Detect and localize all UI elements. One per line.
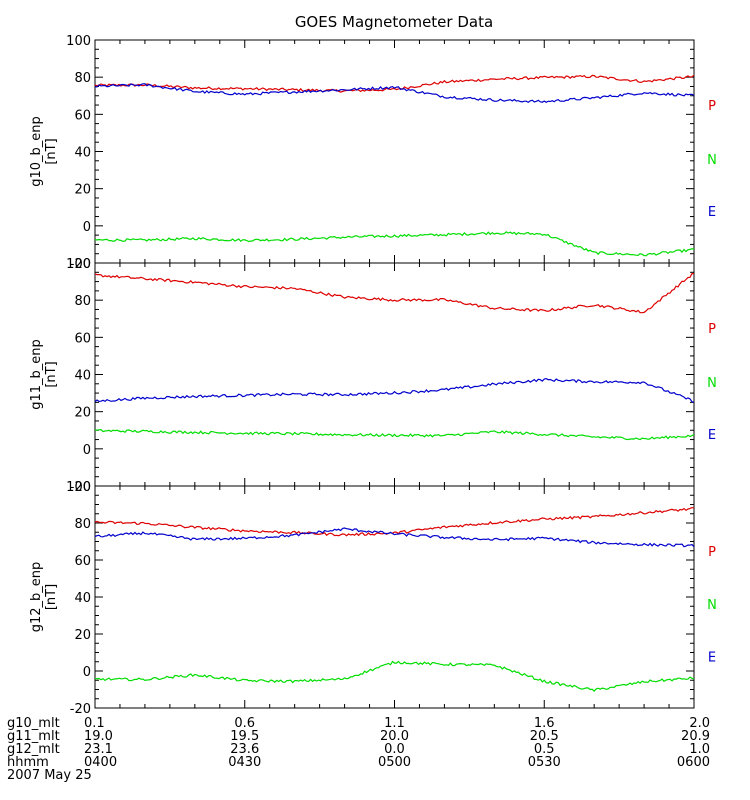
legend-E: E bbox=[708, 650, 716, 665]
y-tick-label: 0 bbox=[83, 443, 91, 458]
x-tick-label: 23.1 bbox=[84, 742, 113, 757]
y-tick-label: 40 bbox=[74, 146, 91, 161]
x-tick-label: 20.0 bbox=[380, 729, 409, 744]
x-tick-label: 0500 bbox=[378, 755, 411, 770]
series-line-P bbox=[94, 506, 695, 537]
y-tick-label: 100 bbox=[66, 480, 91, 495]
x-tick-label: 1.6 bbox=[534, 716, 555, 731]
y-axis-unit: [nT] bbox=[44, 584, 59, 610]
x-tick-label: 1.1 bbox=[384, 716, 405, 731]
y-tick-label: 80 bbox=[74, 71, 91, 86]
y-tick-label: 40 bbox=[74, 591, 91, 606]
y-tick-label: 0 bbox=[83, 665, 91, 680]
y-tick-label: 60 bbox=[74, 554, 91, 569]
x-tick-label: 0.5 bbox=[534, 742, 555, 757]
x-row-label: g11_mlt bbox=[7, 729, 60, 744]
series-line-N bbox=[94, 231, 695, 257]
x-tick-label: 0.1 bbox=[84, 716, 105, 731]
y-tick-label: 60 bbox=[74, 331, 91, 346]
x-tick-label: 2.0 bbox=[689, 716, 710, 731]
y-tick-label: 20 bbox=[74, 628, 91, 643]
x-tick-label: 0.0 bbox=[384, 742, 405, 757]
y-axis-label: g11_b_enp bbox=[29, 339, 44, 410]
y-tick-label: -20 bbox=[70, 257, 91, 272]
x-tick-label: 1.0 bbox=[689, 742, 710, 757]
series-line-E bbox=[94, 83, 695, 104]
y-tick-label: 20 bbox=[74, 183, 91, 198]
y-tick-label: 0 bbox=[83, 220, 91, 235]
x-tick-label: 0530 bbox=[528, 755, 561, 770]
x-tick-label: 23.6 bbox=[230, 742, 259, 757]
legend-N: N bbox=[707, 376, 717, 391]
y-tick-label: 80 bbox=[74, 294, 91, 309]
panel-3: -20 0 20 40 60 80 100 g12_b_enp [nT] P N E bbox=[29, 480, 717, 717]
x-tick-label: 0600 bbox=[677, 755, 710, 770]
y-axis-label: g12_b_enp bbox=[29, 562, 44, 633]
series-line-N bbox=[94, 660, 695, 692]
panel-1: -20 0 20 40 60 80 100 g10_b_enp [nT] P N E bbox=[29, 34, 717, 272]
legend-P: P bbox=[708, 322, 716, 337]
y-axis-unit: [nT] bbox=[44, 361, 59, 387]
series-line-N bbox=[94, 428, 695, 441]
y-axis-label: g10_b_enp bbox=[29, 116, 44, 187]
x-row-label: g10_mlt bbox=[7, 716, 60, 731]
x-tick-label: 20.9 bbox=[681, 729, 710, 744]
panel-2: -20 0 20 40 60 80 100 g11_b_enp [nT] P N E bbox=[29, 257, 717, 495]
legend-E: E bbox=[708, 428, 716, 443]
x-tick-label: 19.5 bbox=[230, 729, 259, 744]
y-axis-unit: [nT] bbox=[44, 138, 59, 164]
y-tick-label: -20 bbox=[70, 480, 91, 495]
y-tick-label: 100 bbox=[66, 257, 91, 272]
x-tick-label: 0430 bbox=[228, 755, 261, 770]
x-row-label: hhmm bbox=[7, 755, 49, 770]
series-line-E bbox=[94, 377, 695, 403]
y-tick-label: -20 bbox=[70, 702, 91, 717]
legend-P: P bbox=[708, 99, 716, 114]
series-line-E bbox=[94, 527, 695, 548]
chart-title: GOES Magnetometer Data bbox=[295, 13, 493, 31]
x-tick-label: 20.5 bbox=[530, 729, 559, 744]
legend-P: P bbox=[708, 545, 716, 560]
x-axis-footer: g10_mlt 0.1 0.6 1.1 1.6 2.0 g11_mlt 19.0 19.5 20.… bbox=[7, 716, 710, 783]
y-tick-label: 100 bbox=[66, 34, 91, 49]
x-tick-label: 19.0 bbox=[84, 729, 113, 744]
x-row-label: g12_mlt bbox=[7, 742, 60, 757]
date-label: 2007 May 25 bbox=[7, 768, 92, 783]
series-line-P bbox=[94, 272, 695, 314]
x-tick-label: 0.6 bbox=[234, 716, 255, 731]
legend-N: N bbox=[707, 598, 717, 613]
y-tick-label: 60 bbox=[74, 108, 91, 123]
y-tick-label: 80 bbox=[74, 517, 91, 532]
y-tick-label: 20 bbox=[74, 406, 91, 421]
legend-E: E bbox=[708, 205, 716, 220]
y-tick-label: 40 bbox=[74, 369, 91, 384]
x-tick-label: 0400 bbox=[84, 755, 117, 770]
legend-N: N bbox=[707, 153, 717, 168]
